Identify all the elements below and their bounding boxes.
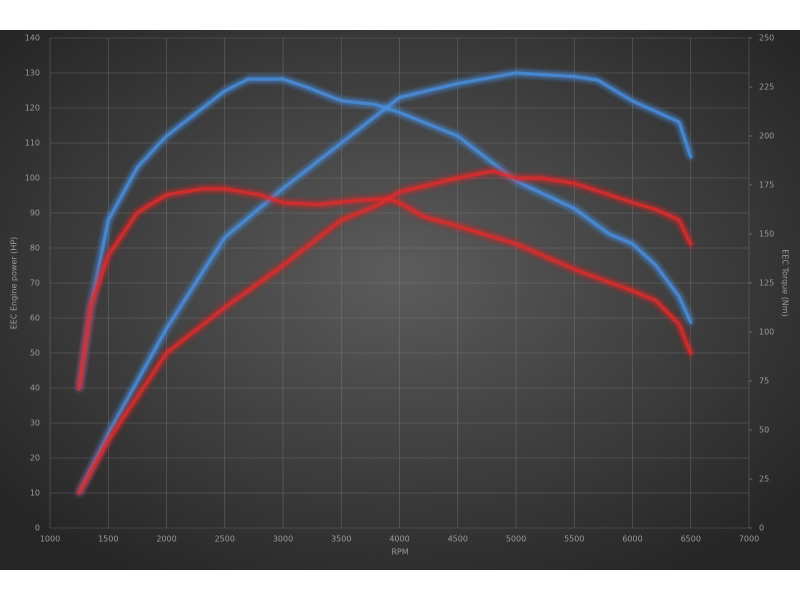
y-tick-label: 30 (30, 419, 40, 428)
y-tick-label: 90 (30, 209, 40, 218)
y-tick-label: 120 (25, 104, 40, 113)
x-tick-label: 2000 (156, 535, 176, 544)
y2-tick-label: 200 (759, 132, 774, 141)
y-tick-label: 100 (25, 174, 40, 183)
x-tick-label: 6000 (622, 535, 642, 544)
x-tick-label: 5000 (506, 535, 526, 544)
y2-tick-label: 150 (759, 230, 774, 239)
x-tick-label: 6500 (681, 535, 701, 544)
y-tick-label: 130 (25, 69, 40, 78)
y-tick-label: 50 (30, 349, 40, 358)
y2-tick-label: 50 (759, 426, 769, 435)
line-series (77, 187, 693, 391)
y-tick-label: 10 (30, 489, 40, 498)
y-tick-label: 80 (30, 244, 40, 253)
line-series (77, 71, 693, 495)
y2-tick-label: 100 (759, 328, 774, 337)
y2-tick-label: 75 (759, 377, 769, 386)
x-axis-label: RPM (391, 548, 408, 557)
y-tick-label: 140 (25, 34, 40, 43)
x-tick-label: 4500 (448, 535, 468, 544)
y2-tick-label: 0 (759, 524, 764, 533)
chart-background (0, 30, 800, 570)
x-tick-label: 2500 (215, 535, 235, 544)
y2-tick-label: 175 (759, 181, 774, 190)
x-tick-label: 4000 (389, 535, 409, 544)
y-tick-label: 40 (30, 384, 40, 393)
y-tick-label: 110 (25, 139, 40, 148)
y-tick-label: 60 (30, 314, 40, 323)
x-tick-label: 5500 (564, 535, 584, 544)
y-tick-label: 20 (30, 454, 40, 463)
x-tick-label: 3500 (331, 535, 351, 544)
y-axis-label: EEC Engine power (HP) (10, 237, 19, 330)
y2-tick-label: 250 (759, 34, 774, 43)
x-tick-label: 1500 (98, 535, 118, 544)
y2-tick-label: 125 (759, 279, 774, 288)
x-tick-label: 3000 (273, 535, 293, 544)
line-series (77, 169, 693, 495)
x-tick-label: 7000 (739, 535, 759, 544)
y-tick-label: 0 (35, 524, 40, 533)
y-tick-label: 70 (30, 279, 40, 288)
line-series (77, 77, 693, 391)
y2-axis-label: EEC Torque (Nm) (781, 249, 790, 316)
y2-tick-label: 225 (759, 83, 774, 92)
x-tick-label: 1000 (40, 535, 60, 544)
y2-tick-label: 25 (759, 475, 769, 484)
